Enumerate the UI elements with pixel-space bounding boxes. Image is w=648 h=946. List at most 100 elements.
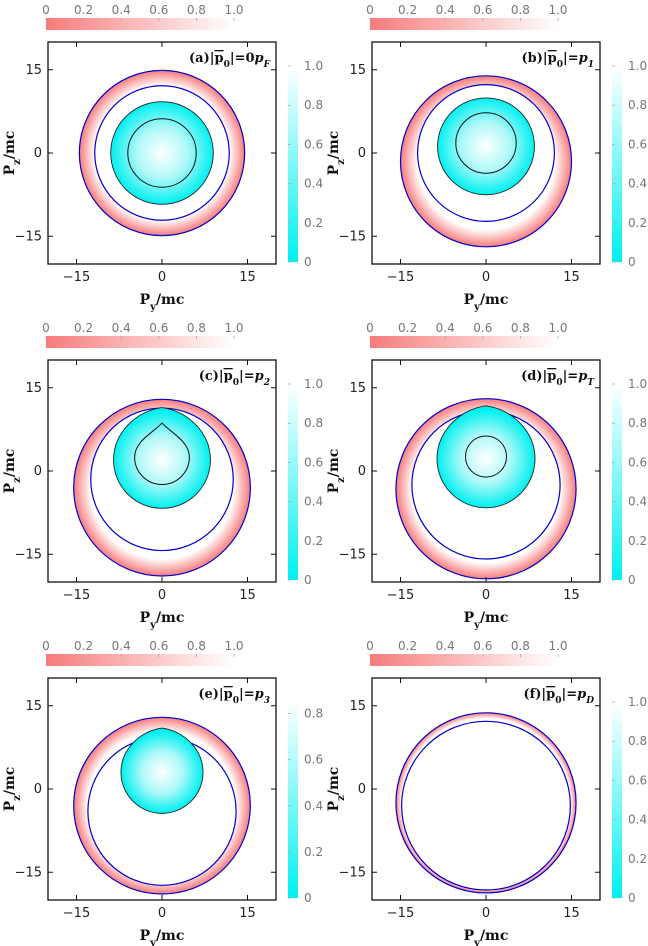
blue-inner-contour <box>417 83 556 223</box>
vcolorbar-tick-label: 1.0 <box>628 377 647 391</box>
y-tick-label: 15 <box>25 63 42 78</box>
vcolorbar-tick-label: 0 <box>628 573 636 587</box>
x-tick-label: −15 <box>63 588 90 603</box>
hcolorbar-tick-label: 1.0 <box>548 639 567 653</box>
panel-label: (a)|p0|=0pF <box>189 51 271 70</box>
hcolorbar-tick-label: 0.8 <box>511 639 530 653</box>
vcolorbar-tick-label: 0.2 <box>628 534 647 548</box>
vcolorbar-tick-label: 0.6 <box>628 137 647 151</box>
vcolorbar-tick-label: 0 <box>628 891 636 905</box>
hcolorbar-tick-label: 0 <box>42 639 50 653</box>
vertical-colorbar <box>288 66 298 262</box>
x-tick-label: 15 <box>563 588 580 603</box>
hcolorbar-tick-label: 0.2 <box>74 3 93 17</box>
hcolorbar-tick-label: 0.4 <box>436 639 455 653</box>
y-tick-label: 15 <box>25 699 42 714</box>
panel-b: 0 0.2 0.4 0.6 0.8 1.0 −15 0 15 −15 0 15 (b)|p0|=p1 Py… <box>326 3 647 313</box>
horizontal-colorbar <box>46 654 234 666</box>
x-tick-label: 15 <box>563 270 580 285</box>
vcolorbar-tick-label: 0 <box>304 573 312 587</box>
y-tick-label: −15 <box>339 229 366 244</box>
x-axis-label: Py/mc <box>140 610 185 631</box>
hcolorbar-tick-label: 0.2 <box>74 639 93 653</box>
cyan-region <box>113 407 211 509</box>
vertical-colorbar <box>612 702 622 898</box>
hcolorbar-tick-label: 0.8 <box>187 321 206 335</box>
vcolorbar-tick-label: 0.4 <box>304 177 323 191</box>
x-tick-label: 0 <box>158 588 166 603</box>
vcolorbar-tick-label: 0.8 <box>628 734 647 748</box>
hcolorbar-tick-label: 0.4 <box>436 321 455 335</box>
panel-label: (f)|p0|=pD <box>523 687 594 706</box>
x-tick-label: −15 <box>387 906 414 921</box>
vcolorbar-tick-label: 0.6 <box>304 753 323 767</box>
hcolorbar-tick-label: 0.2 <box>398 639 417 653</box>
panel-a: 0 0.2 0.4 0.6 0.8 1.0 −15 0 15 −15 0 15 (a)|p0|=0pF P… <box>2 3 323 313</box>
vcolorbar-tick-label: 1.0 <box>628 59 647 73</box>
vcolorbar-tick-label: 0.4 <box>304 799 323 813</box>
y-tick-label: −15 <box>339 865 366 880</box>
vcolorbar-tick-label: 0.6 <box>304 137 323 151</box>
panel-label: (e)|p0|=p3 <box>198 687 270 706</box>
vcolorbar-tick-label: 0.2 <box>628 216 647 230</box>
hcolorbar-tick-label: 0.4 <box>112 321 131 335</box>
y-tick-label: 15 <box>25 381 42 396</box>
y-axis-label: Pz/mc <box>2 449 23 494</box>
x-tick-label: −15 <box>387 270 414 285</box>
horizontal-colorbar <box>46 336 234 348</box>
y-axis-label: Pz/mc <box>326 449 347 494</box>
hcolorbar-tick-label: 1.0 <box>224 321 243 335</box>
y-tick-label: 15 <box>349 63 366 78</box>
x-tick-label: 0 <box>158 270 166 285</box>
hcolorbar-tick-label: 0.8 <box>187 639 206 653</box>
plot-area <box>395 712 577 894</box>
x-tick-label: 15 <box>239 906 256 921</box>
hcolorbar-tick-label: 0.8 <box>511 321 530 335</box>
panel-label: (c)|p0|=p2 <box>199 369 270 388</box>
black-inner-contour <box>127 118 197 188</box>
hcolorbar-tick-label: 1.0 <box>548 3 567 17</box>
plot-area <box>395 398 577 580</box>
hcolorbar-tick-label: 0 <box>366 639 374 653</box>
hcolorbar-tick-label: 0.4 <box>112 639 131 653</box>
horizontal-colorbar <box>46 18 234 30</box>
vcolorbar-tick-label: 1.0 <box>304 59 323 73</box>
y-axis-label: Pz/mc <box>326 767 347 812</box>
hcolorbar-tick-label: 0.2 <box>74 321 93 335</box>
vcolorbar-tick-label: 1.0 <box>304 377 323 391</box>
x-tick-label: 15 <box>563 906 580 921</box>
vcolorbar-tick-label: 0.4 <box>304 495 323 509</box>
vcolorbar-tick-label: 1.0 <box>628 695 647 709</box>
vcolorbar-tick-label: 0.4 <box>628 813 647 827</box>
black-inner-contour <box>134 422 190 485</box>
x-tick-label: −15 <box>387 588 414 603</box>
x-axis-label: Py/mc <box>464 610 509 631</box>
x-tick-label: −15 <box>63 906 90 921</box>
vcolorbar-tick-label: 0 <box>304 255 312 269</box>
plot-frame <box>371 677 601 901</box>
cyan-region <box>110 101 214 205</box>
pink-ring <box>395 712 577 893</box>
hcolorbar-tick-label: 0 <box>366 3 374 17</box>
y-tick-label: 0 <box>34 146 42 161</box>
hcolorbar-tick-label: 0.6 <box>149 3 168 17</box>
hcolorbar-tick-label: 0.4 <box>436 3 455 17</box>
horizontal-colorbar <box>370 18 558 30</box>
hcolorbar-tick-label: 0.4 <box>112 3 131 17</box>
vcolorbar-tick-label: 0.6 <box>628 455 647 469</box>
x-axis-label: Py/mc <box>140 292 185 313</box>
vcolorbar-tick-label: 0.6 <box>628 773 647 787</box>
blue-inner-contour <box>94 85 230 221</box>
x-axis-label: Py/mc <box>464 292 509 313</box>
vcolorbar-tick-label: 0 <box>304 891 312 905</box>
hcolorbar-tick-label: 0 <box>42 321 50 335</box>
y-axis-label: Pz/mc <box>2 767 23 812</box>
panel-f: 0 0.2 0.4 0.6 0.8 1.0 −15 0 15 −15 0 15 (f)|p0|=pD Py… <box>326 639 647 946</box>
cyan-region <box>436 405 536 509</box>
plot-area <box>73 398 251 577</box>
x-tick-label: 15 <box>239 588 256 603</box>
hcolorbar-tick-label: 0.2 <box>398 321 417 335</box>
x-tick-label: 15 <box>239 270 256 285</box>
vcolorbar-tick-label: 0.2 <box>628 852 647 866</box>
